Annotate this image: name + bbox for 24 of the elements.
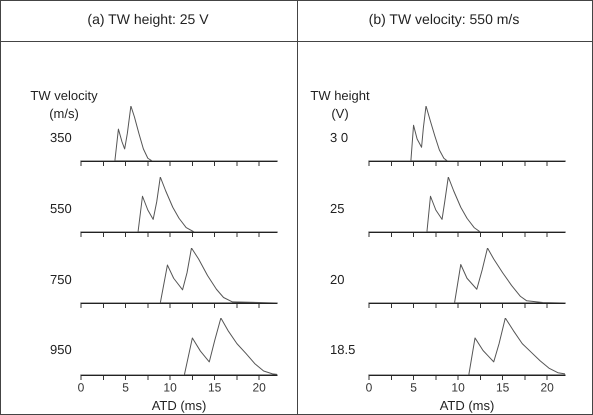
y-axis-title: 18.5 bbox=[330, 342, 356, 357]
x-tick-label: 10 bbox=[451, 380, 466, 395]
x-axis-title: ATD (ms) bbox=[440, 398, 494, 413]
y-axis-title: 350 bbox=[50, 130, 72, 145]
y-axis-title: 550 bbox=[50, 201, 72, 216]
x-tick-label: 10 bbox=[163, 380, 178, 395]
x-tick-label: 5 bbox=[410, 380, 418, 395]
y-axis-title: 25 bbox=[330, 201, 344, 216]
y-axis-title: 3 0 bbox=[330, 130, 348, 145]
x-tick-label: 20 bbox=[252, 380, 266, 395]
chart-title: (b) TW velocity: 550 m/s bbox=[368, 11, 520, 27]
x-tick-label: 20 bbox=[540, 380, 554, 395]
x-tick-label: 15 bbox=[496, 380, 510, 395]
y-axis-title: 20 bbox=[330, 272, 344, 287]
y-axis-title: 950 bbox=[50, 342, 72, 357]
chart-title: (a) TW height: 25 V bbox=[86, 11, 210, 27]
x-tick-label: 0 bbox=[366, 380, 373, 395]
x-axis-title: ATD (ms) bbox=[152, 398, 206, 413]
x-tick-label: 0 bbox=[78, 380, 85, 395]
y-axis-title: 750 bbox=[50, 272, 72, 287]
x-tick-label: 15 bbox=[208, 380, 222, 395]
x-tick-label: 5 bbox=[122, 380, 130, 395]
chart-subtitle: TW velocity (m/s) bbox=[29, 87, 99, 123]
chart-subtitle: TW height (V) bbox=[309, 87, 371, 123]
